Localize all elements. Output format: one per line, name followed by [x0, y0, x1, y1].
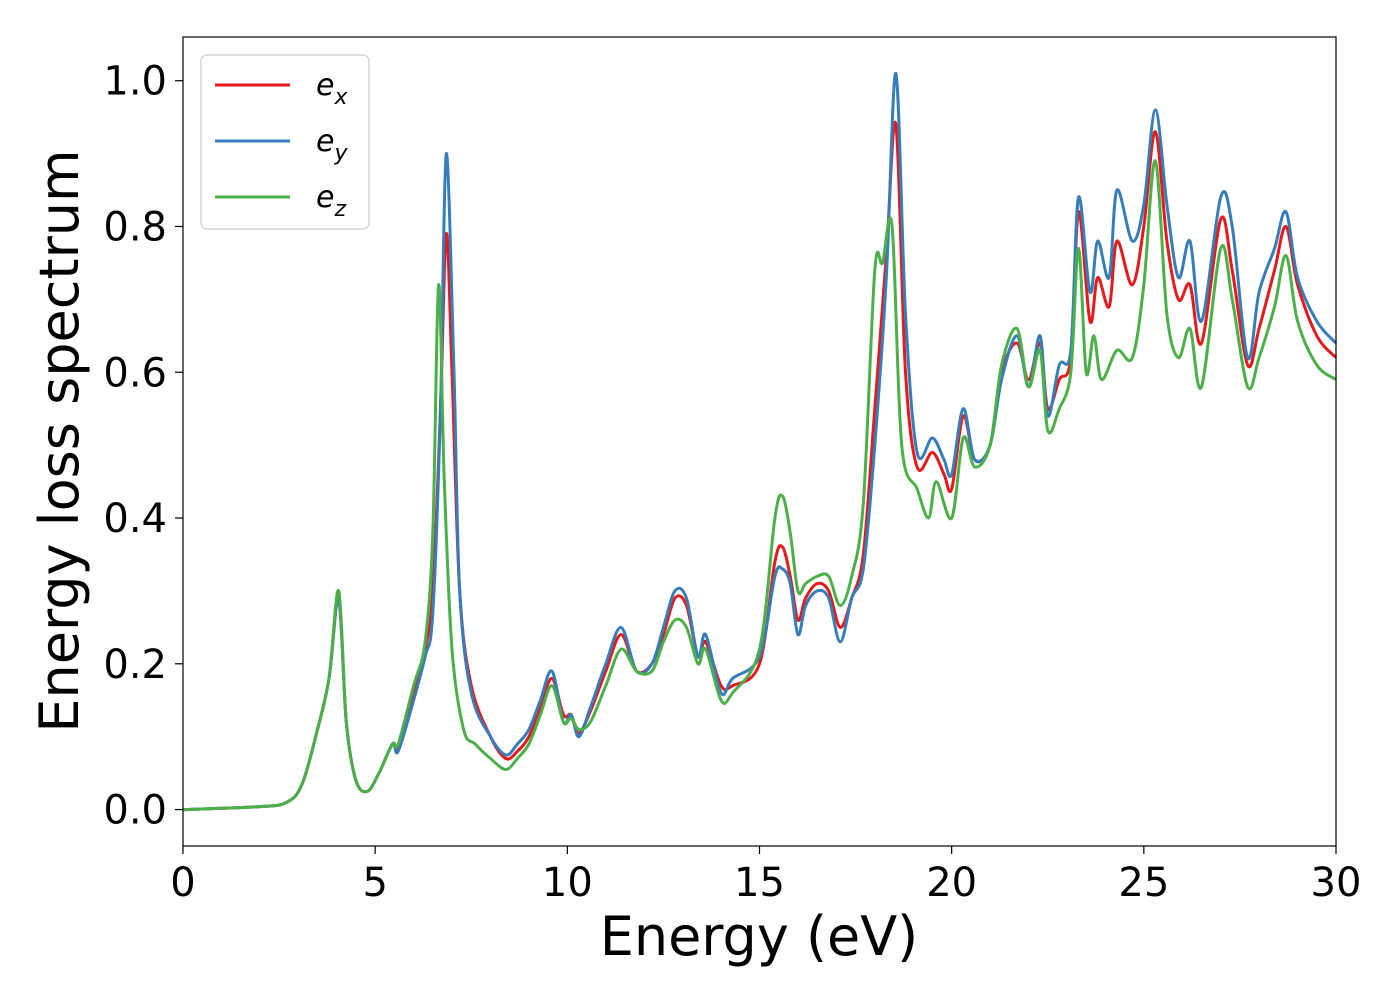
x-tick-label: 5 [362, 860, 387, 906]
y-tick-label: 1.0 [103, 59, 167, 105]
legend-label-y: ey [316, 124, 348, 166]
x-axis-ticks: 0 5 10 15 20 25 30 [170, 846, 1361, 906]
series-line-z [182, 159, 1337, 812]
legend-label-z: ez [316, 180, 346, 222]
y-axis-ticks: 0.0 0.2 0.4 0.6 0.8 1.0 [103, 59, 183, 834]
y-tick-label: 0.8 [103, 204, 167, 250]
x-tick-label: 0 [170, 860, 195, 906]
y-tick-label: 0.2 [103, 642, 167, 688]
legend-label-x: ex [316, 68, 348, 110]
legend: ex ey ez [200, 54, 370, 230]
x-tick-label: 25 [1118, 860, 1169, 906]
x-tick-label: 20 [926, 860, 977, 906]
x-tick-label: 15 [734, 860, 785, 906]
series-layer [182, 71, 1338, 812]
y-tick-label: 0.4 [103, 496, 167, 542]
series-line-y [182, 71, 1338, 812]
x-tick-label: 10 [542, 860, 593, 906]
x-axis-title: Energy (eV) [600, 905, 919, 968]
x-tick-label: 30 [1311, 860, 1362, 906]
y-axis-title: Energy loss spectrum [28, 149, 91, 732]
y-tick-label: 0.6 [103, 350, 167, 396]
y-tick-label: 0.0 [103, 788, 167, 834]
